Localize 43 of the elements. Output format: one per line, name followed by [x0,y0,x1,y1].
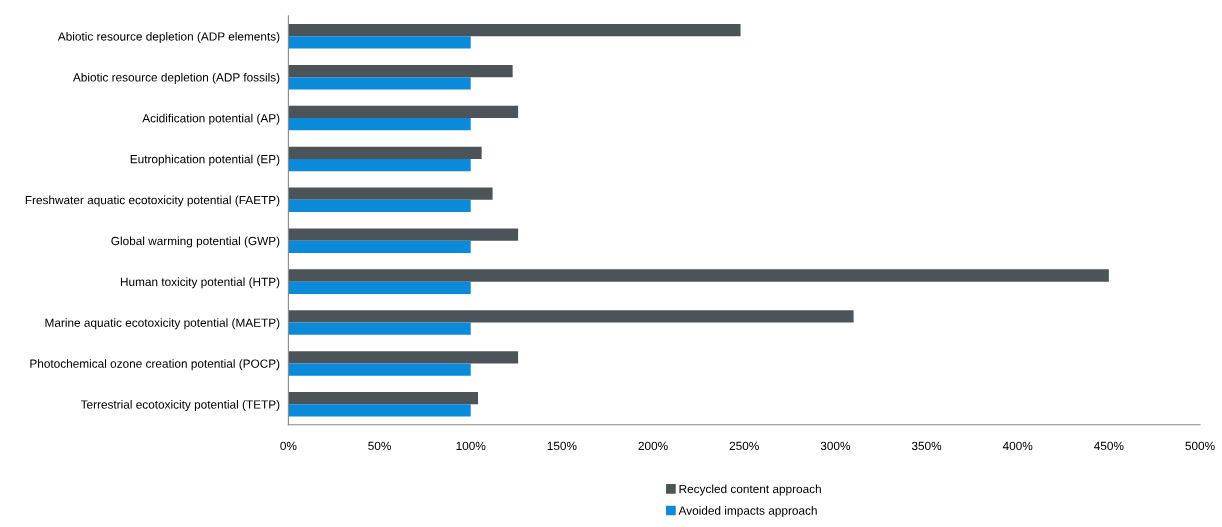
y-tick-label: Global warming potential (GWP) [111,236,280,248]
legend-label: Avoided impacts approach [678,506,817,518]
bar [288,404,471,417]
bar [288,36,471,49]
bar [288,158,471,172]
y-tick-label: Photochemical ozone creation potential (POCP) [30,359,280,371]
bar [288,77,471,90]
bar [288,118,471,131]
bar [288,351,519,364]
y-tick-label: Terrestrial ecotoxicity potential (TETP) [80,400,280,412]
y-tick-label: Eutrophication potential (EP) [130,154,280,166]
bar [288,187,493,200]
x-tick-label: 350% [911,441,942,451]
legend-label: Recycled content approach [679,484,821,496]
bar [288,199,471,213]
bar [288,392,479,405]
x-tick-label: 50% [368,441,391,451]
y-tick-label: Abiotic resource depletion (ADP elements) [57,31,280,43]
y-tick-label: Acidification potential (AP) [142,113,280,125]
x-tick-label: 250% [729,441,759,451]
bar [288,363,471,376]
bar [288,269,1109,282]
x-tick-label: 500% [1185,441,1215,451]
y-tick-label: Human toxicity potential (HTP) [120,277,280,289]
x-tick-label: 400% [1002,441,1033,451]
bar [288,281,471,294]
x-tick-label: 200% [638,441,668,451]
bar [288,146,482,159]
y-tick-label: Marine aquatic ecotoxicity potential (MAETP) [45,318,280,330]
x-tick-label: 300% [820,441,851,451]
bar [288,64,513,78]
x-tick-label: 100% [456,441,486,451]
bar [288,240,471,253]
bar [288,228,519,241]
x-tick-label: 450% [1094,441,1124,451]
y-tick-label: Abiotic resource depletion (ADP fossils) [72,72,280,84]
x-tick-label: 150% [547,441,577,451]
x-tick-label: 0% [280,441,297,451]
bar [288,105,519,119]
bar [288,322,471,335]
bar [288,23,741,37]
y-tick-label: Freshwater aquatic ecotoxicity potential (FAETP) [25,195,280,207]
bar [288,310,854,323]
